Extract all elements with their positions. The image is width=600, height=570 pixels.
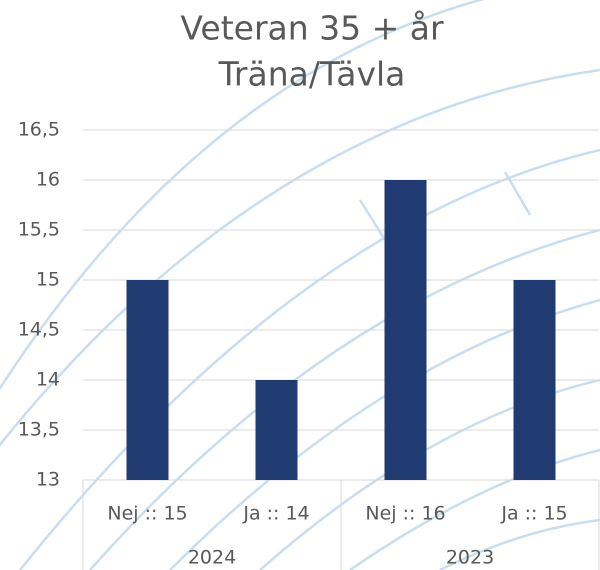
group-label: 2024	[188, 547, 236, 569]
y-tick-label: 13,5	[18, 419, 60, 441]
y-tick-label: 15	[36, 269, 60, 291]
bar	[384, 180, 427, 480]
bar	[513, 280, 556, 480]
y-tick-label: 14,5	[18, 319, 60, 341]
group-label: 2023	[446, 547, 494, 569]
chart-title: Träna/Tävla	[218, 55, 406, 94]
y-tick-label: 16	[36, 169, 60, 191]
y-tick-label: 16,5	[18, 119, 60, 141]
x-tick-label: Nej :: 16	[365, 503, 445, 525]
y-tick-label: 14	[36, 369, 60, 391]
bar	[126, 280, 169, 480]
chart-title: Veteran 35 + år	[180, 9, 444, 48]
bar	[255, 380, 298, 480]
x-tick-label: Ja :: 14	[242, 503, 309, 525]
y-tick-label: 15,5	[18, 219, 60, 241]
x-tick-label: Nej :: 15	[107, 503, 187, 525]
x-tick-label: Ja :: 15	[500, 503, 567, 525]
y-tick-label: 13	[36, 469, 60, 491]
